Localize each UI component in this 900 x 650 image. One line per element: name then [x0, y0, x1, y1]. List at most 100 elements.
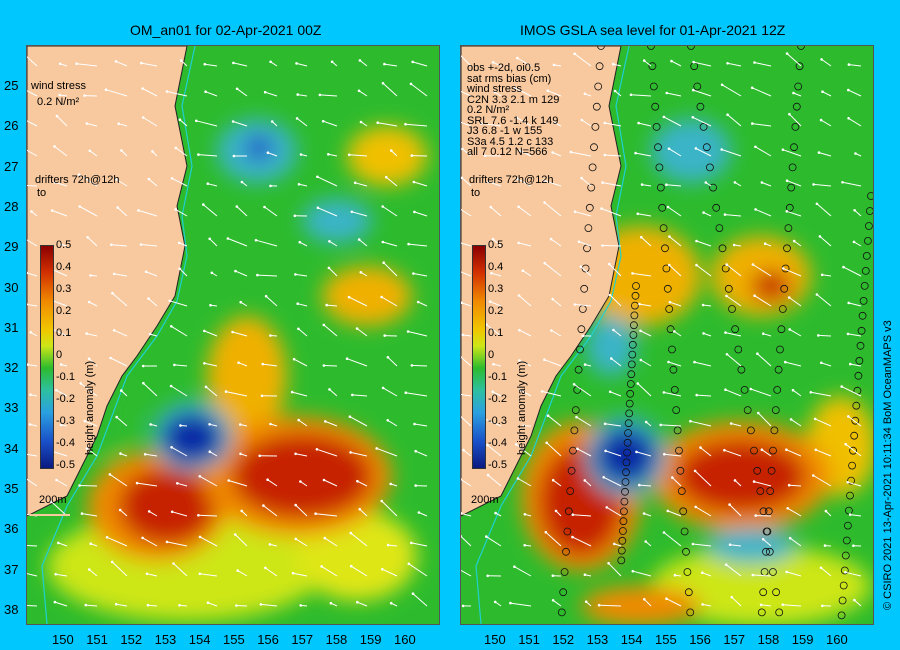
wind-arrow-head [820, 273, 824, 277]
track-observation-marker [590, 143, 598, 152]
wind-arrow [671, 60, 682, 67]
wind-arrow-head [601, 181, 604, 184]
wind-arrow [522, 270, 532, 277]
wind-vectors [27, 56, 428, 607]
wind-arrow-head [479, 122, 483, 125]
wind-arrow-head [692, 60, 695, 64]
latitude-label: 28 [4, 198, 19, 214]
wind-arrow-head [329, 601, 333, 605]
wind-arrow-head [704, 181, 708, 184]
wind-arrow [602, 182, 622, 187]
wind-arrow-head [848, 513, 852, 516]
wind-arrow-head [638, 483, 641, 487]
wind-arrow [813, 183, 832, 187]
wind-arrow-head [583, 573, 587, 576]
wind-arrow-head [668, 235, 671, 238]
wind-arrow [172, 511, 188, 517]
wind-arrow [816, 203, 832, 217]
wind-arrow-head [726, 62, 729, 65]
wind-arrow-head [348, 415, 352, 419]
wind-arrow [225, 391, 248, 397]
track-observation-marker [658, 203, 667, 212]
wind-arrow-head [725, 263, 728, 266]
wind-arrow [111, 244, 128, 247]
wind-arrow-head [179, 424, 182, 427]
wind-arrow-head [58, 62, 62, 66]
wind-arrow-head [852, 240, 856, 244]
wind-arrow [610, 358, 622, 367]
wind-arrow-head [701, 303, 705, 307]
wind-arrow-head [640, 183, 644, 186]
obs-stat-line: SRL 7.6 -1.4 k 149 [467, 114, 559, 127]
wind-arrow [603, 476, 622, 487]
wind-arrow-head [668, 300, 672, 304]
wind-arrow [385, 176, 398, 187]
wind-arrow [660, 424, 682, 427]
wind-arrow [816, 294, 832, 307]
wind-arrow-head [792, 239, 796, 243]
contour-label: 200m [39, 494, 67, 506]
wind-arrow-head [27, 271, 29, 275]
wind-arrow-head [642, 59, 646, 62]
wind-arrow [545, 531, 562, 547]
wind-arrow-head [382, 261, 386, 264]
wind-arrow-head [523, 513, 527, 516]
wind-arrow-head [294, 273, 297, 276]
wind-arrow-head [269, 334, 272, 337]
wind-arrow [601, 208, 622, 217]
wind-arrow [695, 506, 712, 517]
credit-text: © CSIRO 2021 13-Apr-2021 10:11:34 BoM Oc… [882, 320, 894, 610]
wind-arrow-head [151, 150, 154, 153]
wind-arrow-head [761, 538, 765, 541]
wind-arrow [356, 328, 368, 337]
wind-arrow-head [406, 330, 410, 333]
wind-arrow-head [809, 391, 813, 394]
wind-arrow [238, 362, 248, 367]
wind-arrow-head [347, 295, 351, 299]
wind-arrow-head [488, 300, 492, 303]
wind-arrow [79, 206, 98, 217]
wind-arrow-head [723, 448, 726, 452]
wind-arrow-head [179, 59, 183, 62]
wind-arrow-head [168, 299, 171, 303]
wind-arrow-head [670, 59, 673, 63]
wind-arrow-head [198, 475, 202, 478]
wind-arrow-head [461, 534, 462, 538]
wind-arrow-head [83, 94, 86, 97]
track-observation-marker [679, 507, 688, 516]
wind-arrow [519, 359, 532, 367]
wind-arrow-head [206, 601, 210, 604]
wind-arrow-head [844, 571, 847, 574]
wind-arrow [639, 303, 652, 307]
obs-stat-line: sat rms bias (cm) [467, 72, 552, 85]
wind-arrow-head [725, 353, 729, 356]
wind-arrow-head [174, 146, 178, 150]
wind-arrow [236, 605, 248, 607]
wind-arrow-head [461, 512, 463, 515]
wind-arrow-head [789, 418, 793, 421]
track-observation-marker [837, 611, 846, 620]
track-observation-marker [627, 360, 636, 369]
wind-arrow [847, 416, 862, 427]
wind-arrow-head [234, 269, 237, 273]
track-observation-marker [622, 458, 631, 467]
track-observation-marker [778, 305, 787, 313]
wind-arrow [492, 391, 502, 397]
wind-arrow [352, 394, 368, 397]
wind-arrow-head [551, 478, 555, 482]
wind-arrow [142, 537, 158, 547]
wind-arrow [730, 544, 742, 547]
track-observation-marker [630, 301, 639, 310]
wind-arrow-head [756, 352, 759, 356]
wind-arrow-head [820, 58, 823, 61]
wind-arrow-head [639, 329, 642, 333]
wind-arrow-head [170, 177, 174, 180]
wind-arrow-head [602, 476, 605, 479]
wind-arrow [415, 450, 428, 457]
wind-arrow [209, 238, 218, 247]
track-observation-marker [628, 350, 637, 359]
wind-arrow [609, 294, 622, 307]
wind-arrow-head [569, 150, 573, 154]
wind-arrow-head [694, 505, 697, 509]
wind-arrow-head [821, 90, 824, 93]
